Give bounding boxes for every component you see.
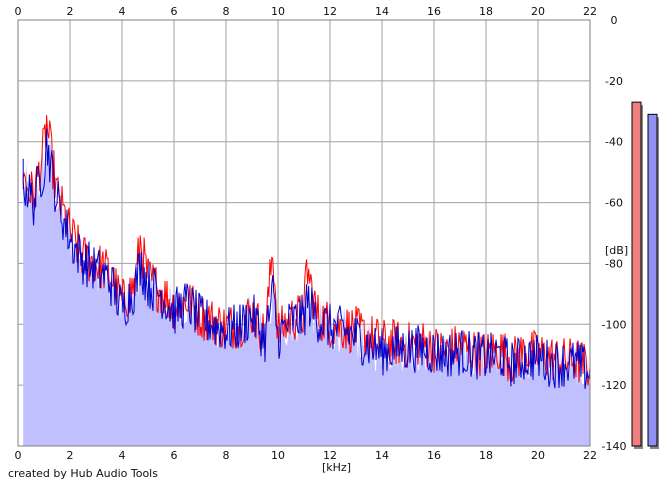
x-axis-label: [kHz] (322, 461, 351, 474)
x-tick-labels-bottom: 0 2 4 6 8 10 12 14 16 18 20 22 (15, 449, 598, 462)
y-tick-label: -140 (602, 440, 627, 453)
x-tick-label: 14 (375, 449, 389, 462)
x-tick-label: 6 (171, 5, 178, 18)
level-meters (631, 101, 659, 450)
x-tick-label: 8 (223, 5, 230, 18)
y-tick-labels: 0 -20 -40 -60 -80 -100 -120 -140 (602, 14, 627, 453)
x-tick-label: 22 (583, 449, 597, 462)
x-tick-label: 4 (119, 449, 126, 462)
y-tick-label: -80 (605, 257, 623, 270)
x-tick-label: 2 (67, 5, 74, 18)
x-tick-label: 10 (271, 449, 285, 462)
x-tick-label: 4 (119, 5, 126, 18)
x-tick-label: 18 (479, 5, 493, 18)
y-tick-label: -40 (605, 136, 623, 149)
x-tick-labels-top: 0 2 4 6 8 10 12 14 16 18 20 22 (15, 5, 598, 18)
y-tick-label: -60 (605, 197, 623, 210)
x-tick-label: 12 (323, 5, 337, 18)
x-tick-label: 2 (67, 449, 74, 462)
y-tick-label: -100 (602, 318, 627, 331)
x-tick-label: 16 (427, 449, 441, 462)
x-tick-label: 20 (531, 5, 545, 18)
plot-frame (17, 19, 591, 447)
x-tick-label: 16 (427, 5, 441, 18)
y-tick-label: 0 (611, 14, 618, 27)
x-tick-label: 0 (15, 5, 22, 18)
x-tick-label: 20 (531, 449, 545, 462)
x-tick-label: 0 (15, 449, 22, 462)
right-channel-line (22, 128, 591, 389)
spectrum-lines (22, 115, 591, 389)
level-meter-left (631, 101, 642, 447)
credit-text: created by Hub Audio Tools (8, 467, 158, 480)
x-tick-label: 14 (375, 5, 389, 18)
x-tick-label: 12 (323, 449, 337, 462)
x-tick-label: 10 (271, 5, 285, 18)
y-tick-label: -20 (605, 75, 623, 88)
x-tick-label: 22 (583, 5, 597, 18)
x-tick-label: 8 (223, 449, 230, 462)
x-tick-label: 18 (479, 449, 493, 462)
y-axis-label: [dB] (605, 244, 629, 257)
y-tick-label: -120 (602, 379, 627, 392)
x-tick-label: 6 (171, 449, 178, 462)
level-meter-right (647, 113, 658, 447)
